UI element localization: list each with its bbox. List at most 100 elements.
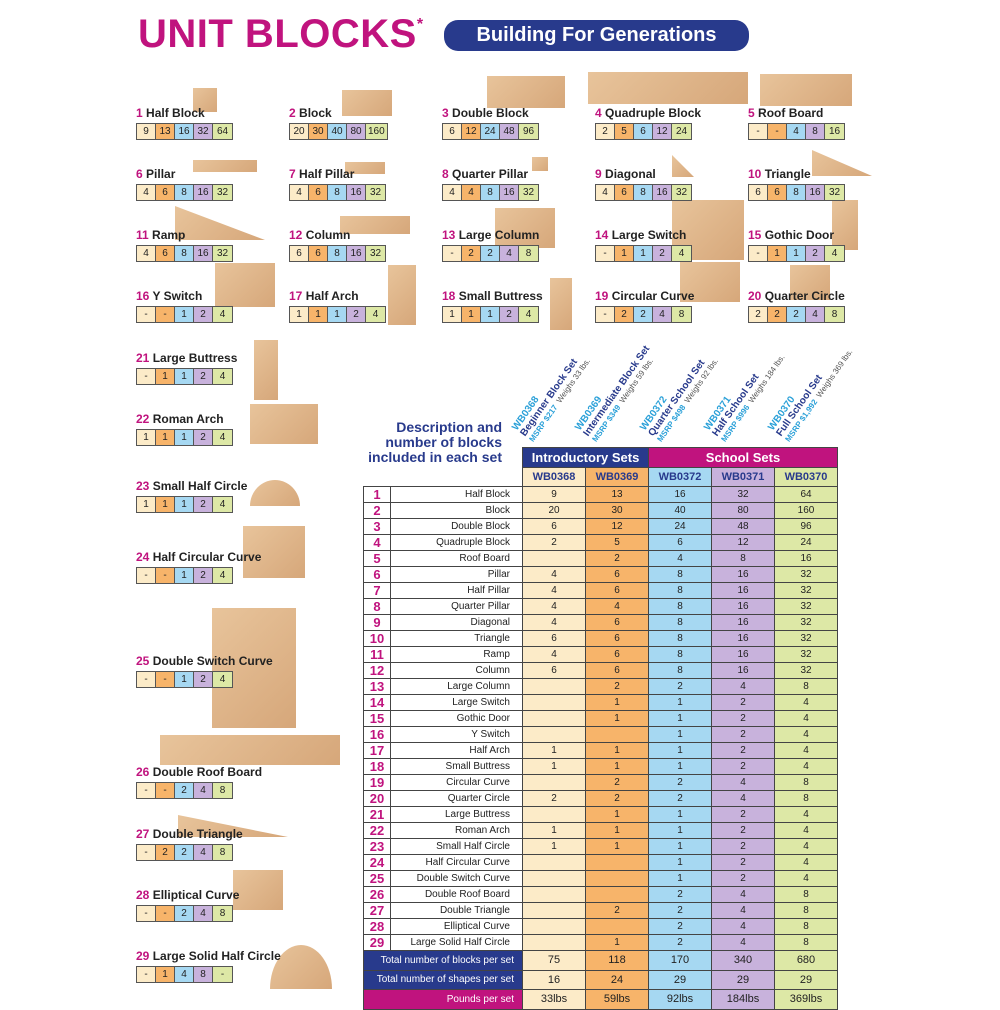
count-cell: 1 — [290, 307, 309, 322]
row-number: 5 — [363, 550, 391, 567]
block-counts: 6 12 24 48 96 — [442, 123, 539, 140]
set-header: WB0370 Full School Set MSRP $1,992 Weighs … — [765, 335, 854, 444]
totals-row: Total number of shapes per set 16 24 29 29 29 — [363, 969, 838, 990]
table-row: 4 Quadruple Block 2 5 6 12 24 — [363, 534, 838, 551]
count-cell: 4 — [462, 185, 481, 200]
table-row: 25 Double Switch Curve 1 2 4 — [363, 870, 838, 887]
count-cell: 16 — [194, 246, 213, 261]
count-cell: 16 — [653, 185, 672, 200]
count-cell: 6 — [290, 246, 309, 261]
count-cell: 1 — [648, 806, 712, 823]
block-card: 13 Large Column -2 2 4 8 — [442, 228, 592, 268]
totals-cell: 29 — [648, 969, 712, 990]
count-cell: 30 — [585, 502, 649, 519]
totals-cell: 118 — [585, 950, 649, 971]
count-cell: - — [443, 246, 462, 261]
count-cell: 8 — [634, 185, 653, 200]
count-cell: 4 — [366, 307, 385, 322]
count-cell: 1 — [648, 710, 712, 727]
count-cell: 4 — [213, 497, 232, 512]
count-cell — [522, 886, 586, 903]
block-name: Half Arch — [305, 289, 359, 303]
count-cell: 4 — [711, 774, 775, 791]
count-cell: 2 — [596, 124, 615, 139]
count-cell: 8 — [519, 246, 538, 261]
count-cell: 2 — [194, 497, 213, 512]
row-number: 4 — [363, 534, 391, 551]
block-card: 23 Small Half Circle 1 1 1 2 4 — [136, 479, 286, 519]
table-row: 8 Quarter Pillar 4 4 8 16 32 — [363, 598, 838, 615]
count-cell — [522, 678, 586, 695]
block-card: 9 Diagonal 4 6 8 16 32 — [595, 167, 745, 207]
count-cell: 16 — [711, 582, 775, 599]
block-counts: 9 13 16 32 64 — [136, 123, 233, 140]
totals-cell: 59lbs — [585, 989, 649, 1010]
count-cell: 16 — [347, 185, 366, 200]
count-cell: 4 — [213, 672, 232, 687]
title-text: UNIT BLOCKS — [138, 12, 417, 56]
count-cell: 8 — [648, 662, 712, 679]
count-cell: 6 — [585, 662, 649, 679]
block-name: Quadruple Block — [605, 106, 702, 120]
row-name: Ramp — [390, 646, 523, 663]
block-label: 6 Pillar — [136, 167, 286, 181]
block-card: 21 Large Buttress -1 1 2 4 — [136, 351, 286, 391]
block-name: Double Roof Board — [152, 765, 263, 779]
block-name: Large Column — [458, 228, 540, 242]
count-cell: 8 — [648, 582, 712, 599]
count-cell: 1 — [156, 967, 175, 982]
row-name: Large Column — [390, 678, 523, 695]
row-number: 6 — [363, 566, 391, 583]
count-cell: 2 — [585, 550, 649, 567]
block-counts: 20 30 40 80 160 — [289, 123, 388, 140]
count-cell: 16 — [175, 124, 194, 139]
count-cell: 16 — [711, 646, 775, 663]
block-card: 19 Circular Curve -2 2 4 8 — [595, 289, 745, 329]
block-photo — [193, 160, 257, 172]
totals-cell: 29 — [711, 969, 775, 990]
count-cell: - — [596, 246, 615, 261]
count-cell: - — [749, 124, 768, 139]
count-cell: 1 — [648, 870, 712, 887]
block-number: 25 — [136, 654, 150, 668]
block-photo — [680, 262, 740, 302]
count-cell: 32 — [213, 246, 232, 261]
block-name: Half Pillar — [299, 167, 355, 181]
count-cell: 2 — [585, 774, 649, 791]
row-name: Double Triangle — [390, 902, 523, 919]
block-number: 9 — [595, 167, 602, 181]
block-name: Double Switch Curve — [152, 654, 273, 668]
block-number: 8 — [442, 167, 449, 181]
count-cell: 13 — [156, 124, 175, 139]
count-cell — [522, 806, 586, 823]
count-cell: 1 — [585, 838, 649, 855]
count-cell: 32 — [711, 486, 775, 503]
block-number: 7 — [289, 167, 296, 181]
totals-label: Total number of blocks per set — [363, 950, 523, 971]
count-cell: 2 — [500, 307, 519, 322]
count-cell: 64 — [774, 486, 838, 503]
block-number: 18 — [442, 289, 456, 303]
count-cell: 16 — [347, 246, 366, 261]
count-cell: 24 — [672, 124, 691, 139]
block-label: 11 Ramp — [136, 228, 286, 242]
count-cell: 1 — [462, 307, 481, 322]
block-label: 20 Quarter Circle — [748, 289, 898, 303]
block-label: 3 Double Block — [442, 106, 592, 120]
block-card: 2 Block 20 30 40 80 160 — [289, 106, 439, 146]
block-number: 10 — [748, 167, 762, 181]
block-name: Large Buttress — [152, 351, 238, 365]
totals-cell: 340 — [711, 950, 775, 971]
block-name: Quarter Pillar — [452, 167, 529, 181]
count-cell: - — [137, 967, 156, 982]
count-cell: 12 — [462, 124, 481, 139]
count-cell: 4 — [774, 870, 838, 887]
count-cell: 32 — [366, 246, 385, 261]
count-cell: 4 — [596, 185, 615, 200]
block-card: 28 Elliptical Curve - -2 4 8 — [136, 888, 286, 928]
count-cell: 1 — [481, 307, 500, 322]
count-cell: 48 — [711, 518, 775, 535]
block-name: Gothic Door — [764, 228, 835, 242]
count-cell: 4 — [711, 902, 775, 919]
